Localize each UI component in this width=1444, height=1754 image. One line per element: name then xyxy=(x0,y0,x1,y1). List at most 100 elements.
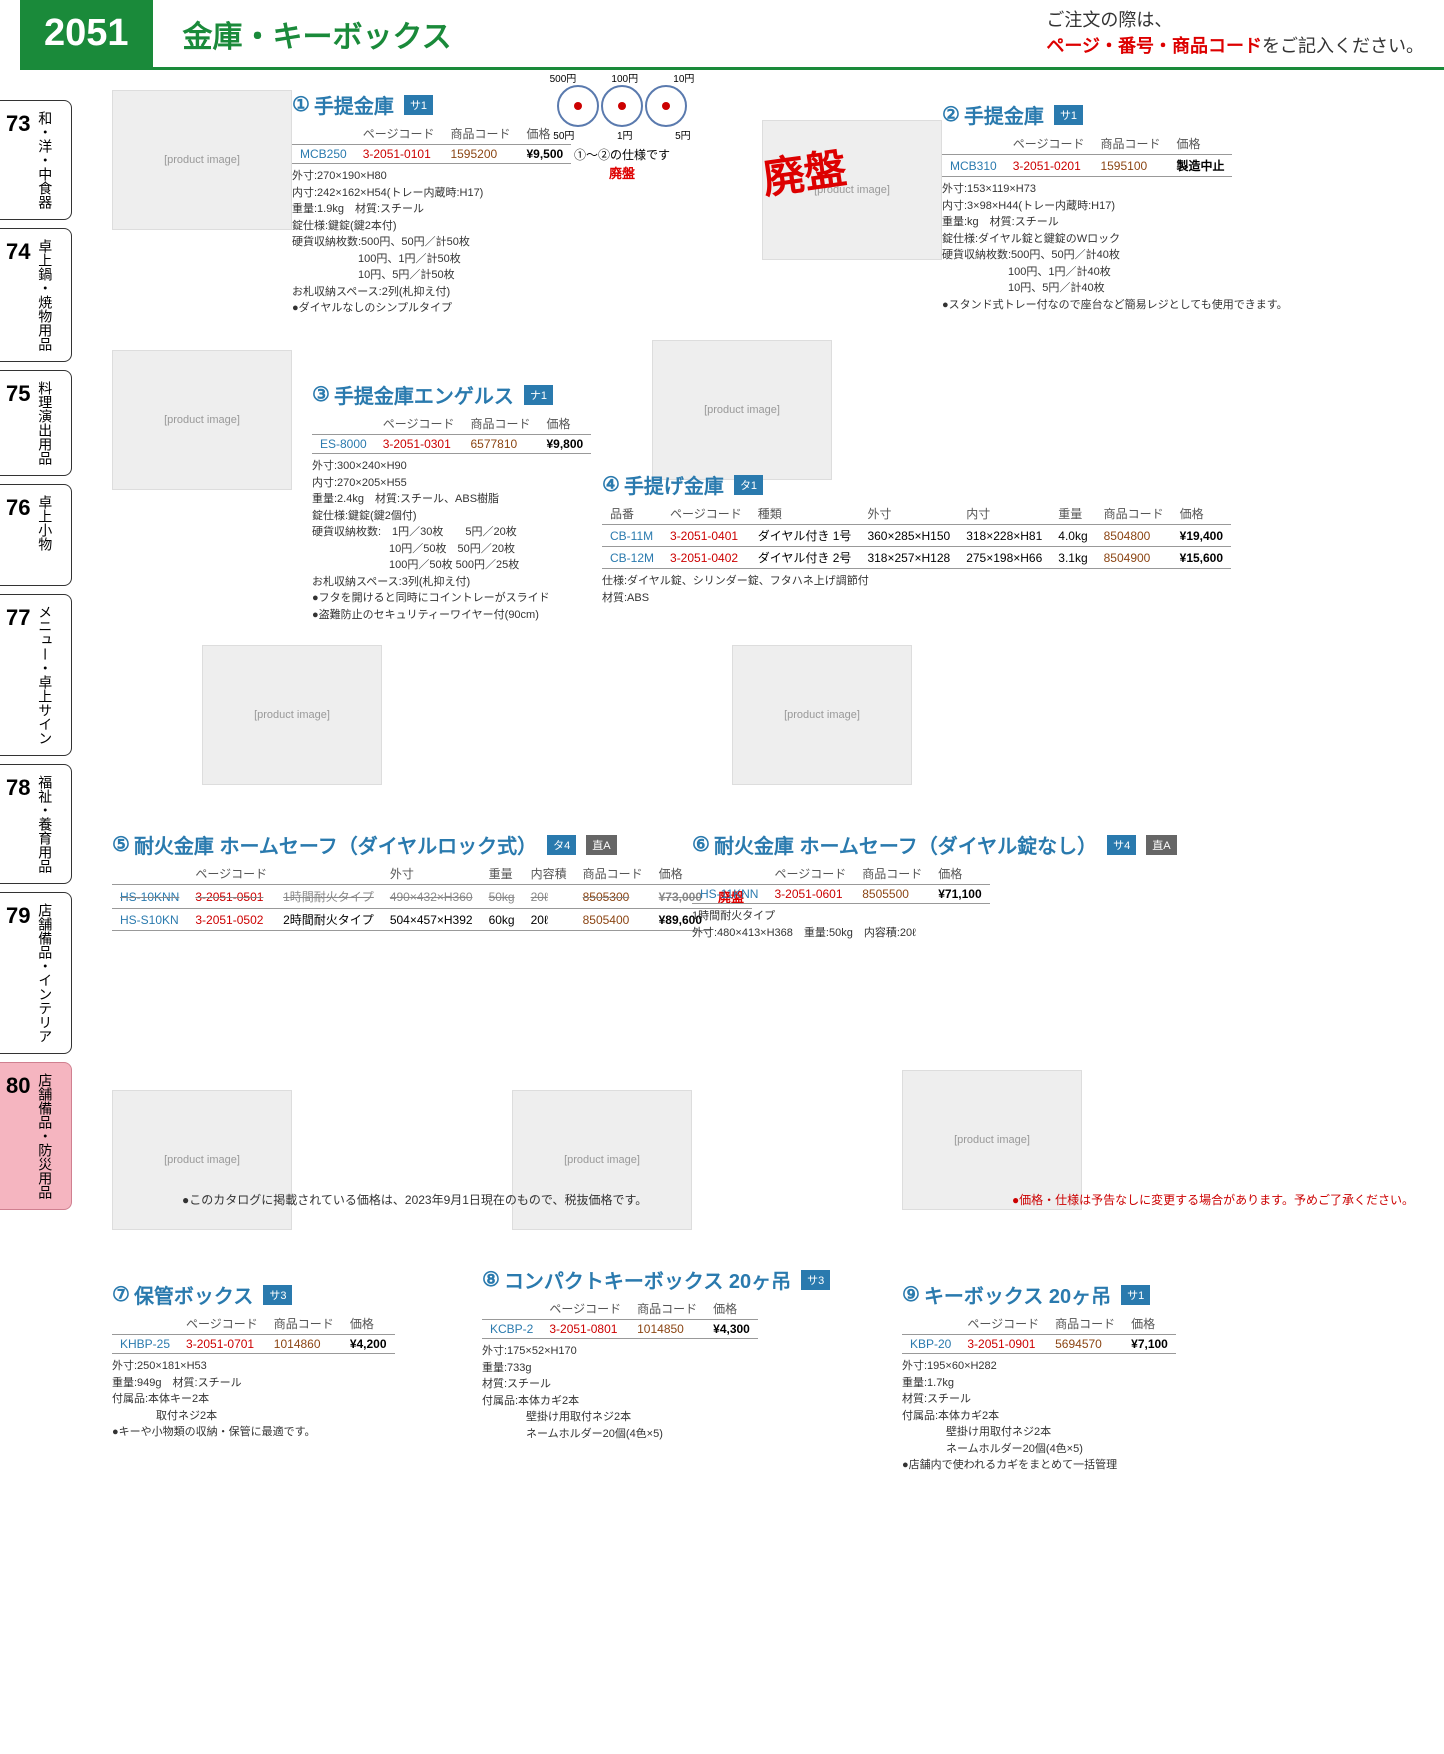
table-header-cell xyxy=(902,1313,959,1335)
brand-badge: サ3 xyxy=(801,1270,830,1290)
prodcode-cell: 1595100 xyxy=(1092,155,1168,177)
table-header-cell: ページコード xyxy=(959,1313,1047,1335)
brand-badge: タ1 xyxy=(734,475,763,495)
sidebar-tab-79[interactable]: 79店舗備品・インテリア xyxy=(0,892,72,1054)
model-cell: HS-10KNN xyxy=(112,885,187,909)
tab-label: 卓上小物 xyxy=(36,495,53,575)
sidebar-tab-76[interactable]: 76 卓上小物 xyxy=(0,484,72,586)
outer-cell: 360×285×H150 xyxy=(859,525,958,547)
brand-badge: 直A xyxy=(586,835,616,855)
price-cell: ¥19,400 xyxy=(1172,525,1231,547)
tab-label: 福祉・養育用品 xyxy=(36,775,53,873)
price-cell: ¥4,200 xyxy=(342,1335,395,1354)
prodcode-cell: 8505500 xyxy=(854,885,930,904)
product-details: 外寸:270×190×H80 内寸:242×162×H54(トレー内蔵時:H17… xyxy=(292,168,571,317)
coin-label: 100円 xyxy=(611,70,638,85)
product-number-icon: ③ xyxy=(312,382,330,407)
product-number-icon: ② xyxy=(942,102,960,127)
prodcode-cell: 6577810 xyxy=(462,435,538,454)
table-header-cell: ページコード xyxy=(662,503,750,525)
table-header-cell xyxy=(942,133,1005,155)
model-cell: KCBP-2 xyxy=(482,1320,541,1339)
table-row: HS-11KNN3-2051-06018505500¥71,100 xyxy=(692,885,990,904)
price-cell: ¥9,500 xyxy=(518,145,571,164)
product-title: ⑤ 耐火金庫 ホームセーフ（ダイヤルロック式） タ4直A xyxy=(112,830,752,859)
tab-label: 卓上鍋・焼物用品 xyxy=(36,239,53,351)
prodcode-cell: 5694570 xyxy=(1047,1335,1123,1354)
table-header-cell: 商品コード xyxy=(266,1313,342,1335)
footer-note: ●このカタログに掲載されている価格は、2023年9月1日現在のもので、税抜価格で… xyxy=(182,1191,1414,1208)
coin-labels-top: 500円100円10円 xyxy=(532,70,712,85)
sidebar-tab-73[interactable]: 73和・洋・中食器 xyxy=(0,100,72,220)
table-header-cell: ページコード xyxy=(355,123,443,145)
sidebar-tab-80[interactable]: 80店舗備品・防災用品 xyxy=(0,1062,72,1210)
order-line-3: をご記入ください。 xyxy=(1262,36,1424,56)
spec-table: ページコード商品コード価格KBP-203-2051-09015694570¥7,… xyxy=(902,1313,1176,1354)
tab-number: 80 xyxy=(6,1073,30,1199)
table-header-cell xyxy=(112,1313,178,1335)
table-header-cell: 外寸 xyxy=(382,863,481,885)
prodcode-cell: 1014850 xyxy=(629,1320,705,1339)
tab-number: 76 xyxy=(6,495,30,575)
weight-cell: 50kg xyxy=(481,885,523,909)
brand-badge: ナ1 xyxy=(524,385,553,405)
price-cell: ¥4,300 xyxy=(705,1320,758,1339)
table-header-cell: 商品コード xyxy=(442,123,518,145)
sidebar-tab-74[interactable]: 74 卓上鍋・焼物用品 xyxy=(0,228,72,362)
table-header-cell: ページコード xyxy=(187,863,275,885)
sidebar-tab-75[interactable]: 75料理演出用品 xyxy=(0,370,72,476)
product-image-p5: [product image] xyxy=(202,645,382,785)
product-title-text: 耐火金庫 ホームセーフ（ダイヤルロック式） xyxy=(134,830,537,859)
product-title-text: 手提金庫 xyxy=(964,100,1044,129)
type-cell: ダイヤル付き 2号 xyxy=(750,547,860,569)
pagecode-cell: 3-2051-0701 xyxy=(178,1335,266,1354)
product-image-p8: [product image] xyxy=(512,1090,692,1230)
table-header-cell xyxy=(112,863,187,885)
product-title-text: コンパクトキーボックス 20ヶ吊 xyxy=(504,1265,791,1294)
product-p8: ⑧ コンパクトキーボックス 20ヶ吊 サ3 ページコード商品コード価格KCBP-… xyxy=(482,1265,830,1442)
table-header-cell: ページコード xyxy=(766,863,854,885)
coin-circle-icon xyxy=(645,85,687,127)
table-row: KBP-203-2051-09015694570¥7,100 xyxy=(902,1335,1176,1354)
tab-number: 75 xyxy=(6,381,30,465)
spec-table: ページコード商品コード価格HS-11KNN3-2051-06018505500¥… xyxy=(692,863,990,904)
pagecode-cell: 3-2051-0501 xyxy=(187,885,275,909)
tab-label: 店舗備品・インテリア xyxy=(36,903,53,1043)
table-row: MCB2503-2051-01011595200¥9,500 xyxy=(292,145,571,164)
table-header-cell: 商品コード xyxy=(462,413,538,435)
price-cell: 製造中止 xyxy=(1168,155,1232,177)
brand-badge: タ4 xyxy=(547,835,576,855)
spec-table: 品番ページコード種類外寸内寸重量商品コード価格CB-11M3-2051-0401… xyxy=(602,503,1231,569)
brand-badge: 直A xyxy=(1146,835,1176,855)
tab-number: 74 xyxy=(6,239,30,351)
product-p6: ⑥ 耐火金庫 ホームセーフ（ダイヤル錠なし） サ4直A ページコード商品コード価… xyxy=(692,830,1177,941)
product-p5: ⑤ 耐火金庫 ホームセーフ（ダイヤルロック式） タ4直A ページコード外寸重量内… xyxy=(112,830,752,935)
pagecode-cell: 3-2051-0601 xyxy=(766,885,854,904)
product-title: ④ 手提げ金庫 タ1 xyxy=(602,470,1231,499)
prodcode-cell: 1595200 xyxy=(442,145,518,164)
table-header-cell: 価格 xyxy=(342,1313,395,1335)
weight-cell: 3.1kg xyxy=(1050,547,1095,569)
product-number-icon: ⑦ xyxy=(112,1282,130,1307)
table-header-cell: 品番 xyxy=(602,503,662,525)
table-header-cell: 商品コード xyxy=(1092,133,1168,155)
model-cell: MCB310 xyxy=(942,155,1005,177)
table-header-cell xyxy=(275,863,382,885)
table-header-cell xyxy=(692,863,766,885)
brand-badge: サ1 xyxy=(1121,1285,1150,1305)
product-image-p9: [product image] xyxy=(902,1070,1082,1210)
prodcode-cell: 8505300 xyxy=(575,885,651,909)
product-number-icon: ④ xyxy=(602,472,620,497)
product-title-text: 手提金庫 xyxy=(314,90,394,119)
discontinued-label: 廃盤 xyxy=(609,163,635,182)
model-cell: CB-11M xyxy=(602,525,662,547)
pagecode-cell: 3-2051-0502 xyxy=(187,909,275,931)
product-p4: ④ 手提げ金庫 タ1 品番ページコード種類外寸内寸重量商品コード価格CB-11M… xyxy=(602,470,1231,606)
model-cell: KBP-20 xyxy=(902,1335,959,1354)
sidebar-tab-78[interactable]: 78福祉・養育用品 xyxy=(0,764,72,884)
table-header-cell: 価格 xyxy=(538,413,591,435)
product-title-text: 手提げ金庫 xyxy=(624,470,724,499)
table-header-cell: ページコード xyxy=(178,1313,266,1335)
table-header-cell: ページコード xyxy=(375,413,463,435)
sidebar-tab-77[interactable]: 77メニュー・卓上サイン xyxy=(0,594,72,756)
